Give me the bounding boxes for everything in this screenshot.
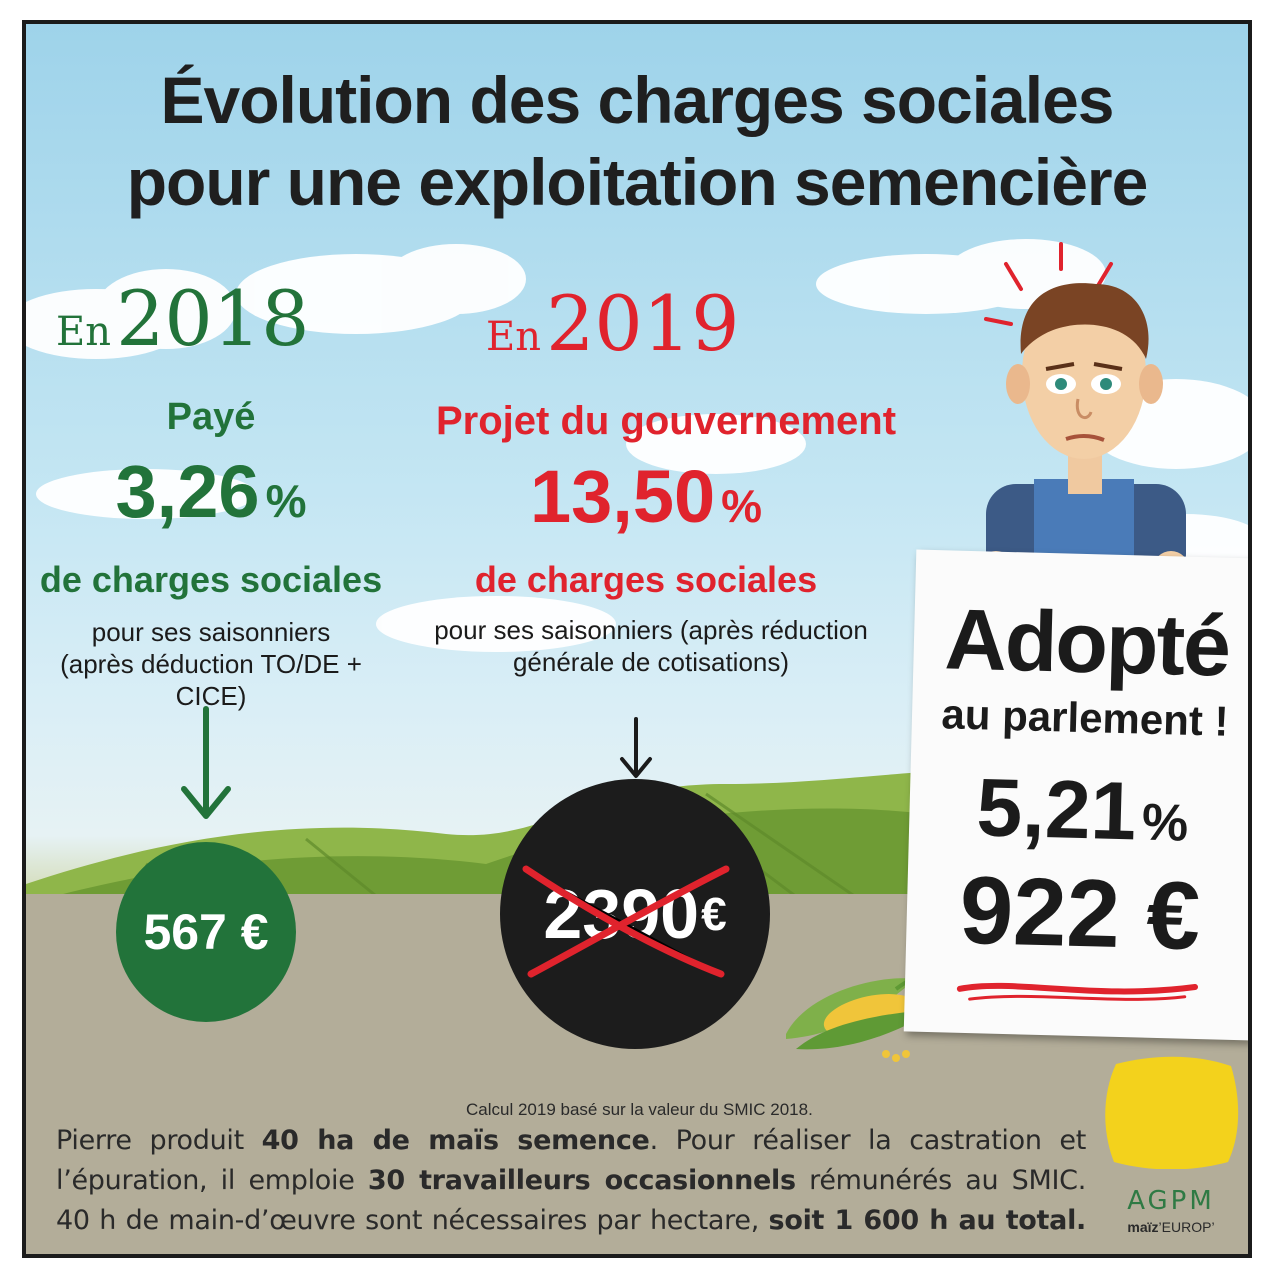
amount-2019-currency: €	[701, 888, 727, 940]
arrow-down-icon	[181, 706, 231, 819]
year-2019-prefix: En	[486, 314, 541, 360]
percent-2018-value: 3,26	[115, 450, 260, 533]
sign-percent: 5,21%	[908, 759, 1248, 862]
amount-2018-circle: 567 €	[116, 842, 296, 1022]
body-text-2: . Pour réaliser la castration et l’épura…	[56, 1125, 1086, 1196]
year-2019-number: 2019	[546, 279, 740, 368]
sign-amount: 922 €	[958, 856, 1202, 971]
title-line-1: Évolution des charges sociales	[160, 63, 1114, 137]
body-text-3: rémunérés au SMIC. 40 h de main-d’œuvre …	[56, 1165, 1086, 1236]
corn-cob-icon	[786, 967, 942, 1062]
year-2019-heading: En 2019	[486, 279, 739, 368]
subtitle-2019: de charges sociales	[474, 559, 818, 600]
sign-headline: Adopté	[943, 591, 1231, 695]
subtitle-2018: de charges sociales	[39, 559, 383, 600]
percent-2019-value: 13,50	[529, 455, 716, 538]
body-text-1: Pierre produit	[56, 1125, 262, 1156]
body-bold-1: 40 ha de maïs semence	[261, 1125, 650, 1156]
detail-2018-line-1: pour ses saisonniers	[91, 617, 331, 647]
logo-name: AGPM	[1127, 1186, 1215, 1216]
amount-2018: 567 €	[143, 904, 269, 960]
detail-2018: pour ses saisonniers (après déduction TO…	[26, 616, 396, 712]
amount-2019: 2390	[543, 875, 700, 953]
logo-sub-bold: maïz	[1127, 1219, 1159, 1235]
adopted-sign: Adopté au parlement ! 5,21% 922 €	[903, 549, 1248, 1041]
detail-2019: pour ses saisonniers (après réduction gé…	[416, 614, 886, 678]
title-line-2: pour une exploitation semencière	[126, 145, 1149, 219]
arrow-down-icon	[620, 717, 652, 778]
detail-2018-line-2: (après déduction TO/DE + CICE)	[60, 649, 362, 711]
sign-subline: au parlement !	[940, 690, 1230, 745]
year-2018-prefix: En	[56, 309, 111, 355]
year-2018-number: 2018	[116, 274, 310, 363]
percent-2019-sign: %	[721, 480, 763, 532]
infographic-frame: Évolution des charges sociales pour une …	[22, 20, 1252, 1258]
percent-2019: 13,50%	[426, 454, 866, 539]
status-2019: Projet du gouvernement	[435, 399, 897, 443]
strikethrough-cross	[522, 865, 730, 978]
year-2018-heading: En 2018	[56, 274, 309, 363]
body-bold-3: soit 1 600 h au total.	[768, 1205, 1087, 1236]
body-bold-2: 30 travailleurs occasionnels	[367, 1165, 796, 1196]
logo-sub-rest: ’EUROP’	[1158, 1219, 1215, 1235]
agpm-logo: AGPM maïz’EUROP’	[1096, 1054, 1246, 1254]
percent-2018-sign: %	[265, 475, 307, 527]
status-2018: Payé	[166, 396, 256, 438]
red-underline	[956, 982, 1199, 1001]
logo-shape	[1105, 1056, 1239, 1169]
percent-2018: 3,26%	[26, 449, 396, 534]
logo-subtitle: maïz’EUROP’	[1096, 1219, 1246, 1235]
body-paragraph: Pierre produit 40 ha de maïs semence. Po…	[56, 1121, 1086, 1241]
detail-2019-line-1: pour ses saisonniers (après réduction	[434, 615, 868, 645]
sign-percent-sign: %	[1141, 793, 1189, 853]
footnote: Calcul 2019 basé sur la valeur du SMIC 2…	[466, 1100, 813, 1119]
detail-2019-line-2: générale de cotisations)	[512, 647, 790, 677]
sign-percent-value: 5,21	[975, 762, 1138, 858]
farmer-character-illustration	[978, 242, 1189, 584]
